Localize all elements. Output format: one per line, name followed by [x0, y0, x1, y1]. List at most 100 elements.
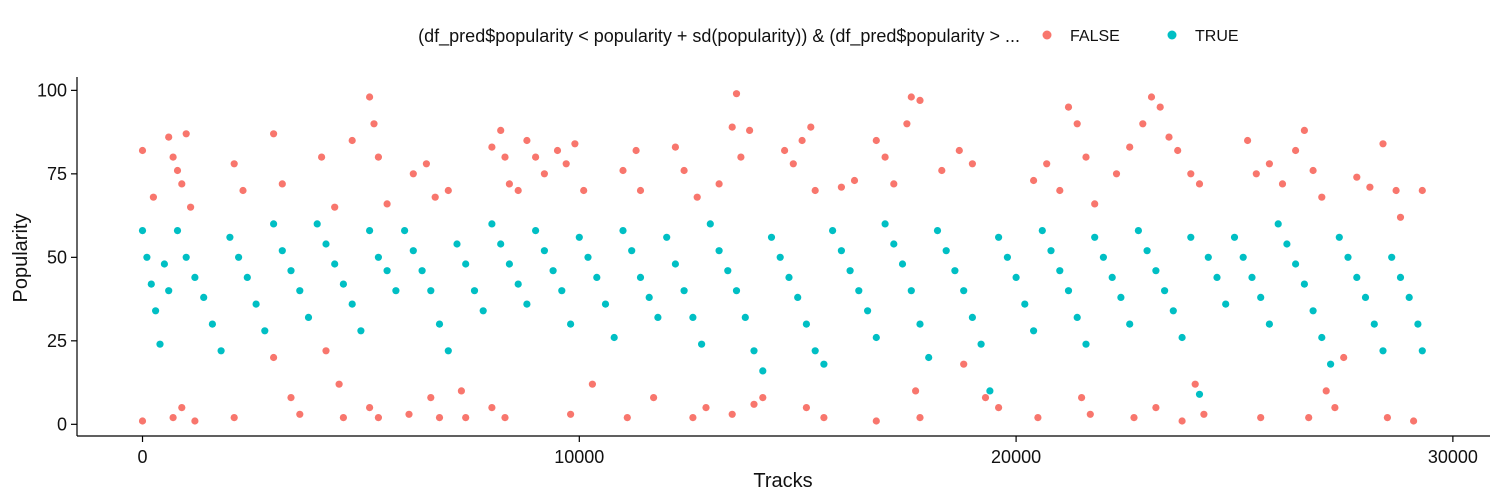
point-false-110: [1126, 143, 1134, 151]
point-true-107: [1047, 247, 1055, 255]
point-true-7: [173, 227, 182, 235]
point-false-55: [567, 410, 575, 418]
point-true-40: [462, 260, 470, 268]
point-true-61: [645, 293, 653, 301]
point-false-101: [1056, 186, 1064, 195]
point-true-115: [1117, 293, 1125, 301]
point-true-14: [235, 253, 243, 261]
point-true-116: [1126, 320, 1134, 328]
point-false-27: [370, 120, 378, 128]
point-false-10: [178, 404, 186, 412]
point-false-126: [1257, 414, 1265, 422]
point-false-33: [422, 160, 430, 168]
point-false-75: [781, 146, 789, 155]
point-false-80: [802, 404, 811, 412]
point-true-114: [1108, 273, 1116, 281]
point-true-26: [339, 280, 347, 288]
point-false-108: [1086, 410, 1094, 418]
point-false-52: [562, 160, 570, 168]
point-false-141: [1383, 414, 1391, 422]
point-true-32: [392, 287, 400, 295]
point-false-78: [807, 123, 815, 131]
x-tick-label: 10000: [554, 447, 604, 467]
point-true-137: [1309, 307, 1317, 315]
point-true-6: [165, 287, 173, 295]
legend-swatch-false: [1042, 30, 1052, 40]
legend: (df_pred$popularity < popularity + sd(po…: [418, 26, 1238, 47]
point-false-142: [1410, 417, 1418, 425]
point-true-126: [1213, 273, 1221, 281]
point-true-62: [654, 313, 662, 321]
point-true-122: [1178, 333, 1186, 342]
point-true-64: [671, 260, 680, 268]
legend-label-false: FALSE: [1070, 28, 1120, 45]
point-false-113: [1156, 103, 1164, 111]
point-true-104: [1021, 300, 1029, 308]
point-true-132: [1265, 320, 1273, 328]
point-false-109: [1112, 170, 1121, 178]
series-false: [138, 90, 1426, 425]
point-false-31: [374, 414, 382, 422]
x-tick-label: 20000: [991, 447, 1041, 467]
point-false-134: [1331, 404, 1339, 412]
point-false-127: [1278, 180, 1287, 188]
legend-title: (df_pred$popularity < popularity + sd(po…: [418, 26, 1020, 47]
point-false-6: [178, 180, 186, 188]
point-false-29: [383, 200, 391, 208]
point-false-26: [366, 93, 374, 101]
point-false-47: [532, 153, 540, 161]
point-true-138: [1318, 333, 1326, 342]
point-false-79: [811, 186, 819, 195]
point-false-115: [1174, 146, 1182, 155]
point-true-72: [741, 313, 749, 321]
point-false-74: [759, 394, 767, 402]
y-tick-label: 100: [37, 80, 67, 100]
point-false-137: [1366, 183, 1374, 191]
point-true-17: [261, 327, 269, 335]
point-true-43: [488, 220, 496, 228]
point-false-45: [514, 186, 522, 195]
point-false-12: [230, 160, 238, 168]
point-false-89: [907, 93, 915, 101]
point-true-145: [1379, 347, 1387, 355]
point-false-59: [636, 186, 645, 195]
point-false-98: [995, 404, 1003, 412]
point-false-28: [374, 153, 382, 161]
point-false-38: [444, 186, 452, 195]
point-false-112: [1147, 93, 1156, 101]
point-true-71: [732, 287, 741, 295]
point-true-38: [444, 347, 452, 355]
point-true-44: [497, 240, 505, 248]
point-false-11: [191, 417, 199, 425]
point-true-22: [304, 313, 313, 321]
point-true-108: [1056, 267, 1064, 275]
point-false-129: [1300, 126, 1308, 134]
point-false-70: [737, 153, 745, 161]
point-true-146: [1388, 253, 1396, 261]
point-false-124: [1252, 170, 1260, 178]
point-false-8: [187, 203, 195, 211]
point-false-130: [1309, 166, 1317, 175]
point-false-83: [850, 176, 859, 185]
point-false-71: [746, 126, 754, 134]
point-true-75: [767, 233, 776, 241]
point-true-37: [435, 320, 444, 328]
point-false-97: [981, 394, 990, 402]
point-false-4: [169, 153, 177, 161]
point-true-78: [794, 293, 802, 301]
point-false-0: [138, 146, 147, 155]
point-false-20: [318, 153, 326, 161]
point-true-88: [881, 220, 889, 228]
point-false-69: [732, 90, 741, 98]
point-true-46: [514, 280, 522, 288]
point-true-91: [907, 287, 915, 295]
point-false-107: [1078, 394, 1086, 402]
point-false-42: [497, 126, 505, 134]
plot-points: [138, 90, 1426, 425]
point-true-89: [890, 240, 898, 248]
point-false-128: [1292, 146, 1300, 155]
point-false-90: [916, 96, 924, 104]
point-false-15: [270, 130, 278, 138]
point-true-127: [1222, 300, 1230, 308]
